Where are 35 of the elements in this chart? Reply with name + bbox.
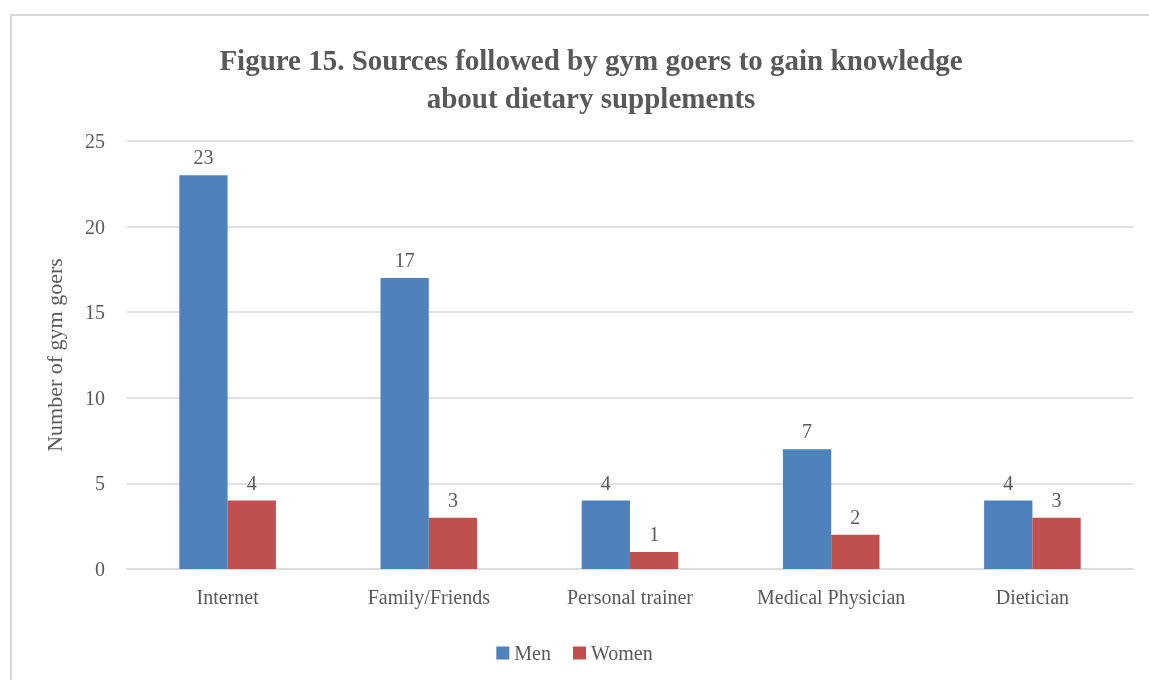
bar	[380, 277, 429, 569]
data-label: 3	[1051, 488, 1062, 511]
data-label: 1	[649, 522, 660, 545]
data-label: 4	[600, 471, 611, 494]
x-tick-label: Medical Physician	[757, 586, 906, 609]
bar	[179, 175, 228, 569]
y-axis-title: Number of gym goers	[41, 258, 67, 452]
x-tick-label: Dietician	[995, 586, 1070, 608]
legend-label: Men	[514, 642, 551, 664]
data-label: 4	[246, 471, 257, 494]
data-label: 4	[1003, 471, 1014, 494]
x-tick-label: Family/Friends	[367, 586, 491, 609]
bar	[428, 517, 478, 569]
y-tick-label: 10	[85, 386, 105, 409]
data-label: 2	[850, 505, 861, 528]
y-tick-label: 5	[95, 472, 105, 495]
legend-label: Women	[590, 642, 653, 664]
data-label: 23	[193, 146, 214, 169]
y-tick-label: 25	[85, 130, 105, 152]
data-label: 3	[447, 488, 458, 511]
bar	[630, 551, 679, 569]
x-tick-label: Internet	[196, 586, 260, 608]
y-tick-label: 20	[85, 215, 105, 238]
y-tick-label: 15	[85, 301, 105, 324]
bar	[782, 449, 832, 569]
x-tick-label: Personal trainer	[566, 586, 694, 608]
bar	[581, 500, 630, 569]
bar	[1032, 517, 1081, 569]
data-label: 17	[394, 248, 415, 271]
y-tick-label: 0	[95, 558, 105, 580]
bar	[227, 500, 276, 569]
bar	[984, 500, 1033, 569]
data-label: 7	[802, 420, 813, 443]
chart-title: Figure 15. Sources followed by gym goers to gain knowledge about dietary supplements	[219, 44, 963, 114]
bar	[831, 534, 880, 569]
